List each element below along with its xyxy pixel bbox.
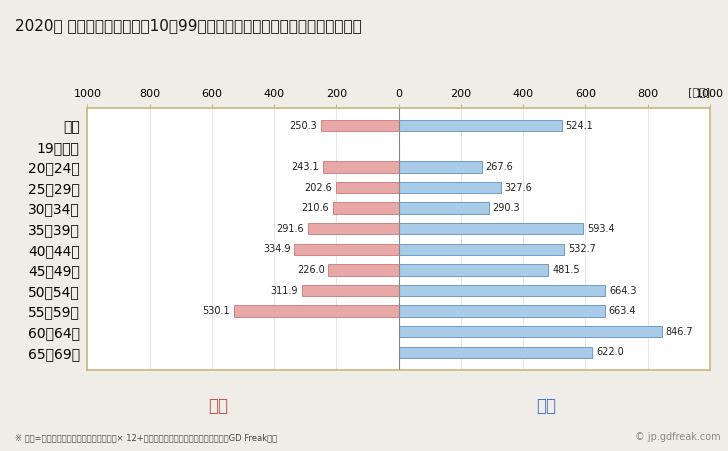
Bar xyxy=(399,202,489,214)
Bar xyxy=(294,244,399,255)
Bar xyxy=(399,182,501,193)
Bar xyxy=(328,264,399,276)
Bar xyxy=(399,161,482,173)
Text: 524.1: 524.1 xyxy=(566,121,593,131)
Bar xyxy=(320,120,399,131)
Bar xyxy=(399,223,583,235)
Text: 226.0: 226.0 xyxy=(297,265,325,275)
Text: 327.6: 327.6 xyxy=(505,183,532,193)
Text: 267.6: 267.6 xyxy=(486,162,513,172)
Text: 311.9: 311.9 xyxy=(270,285,298,295)
Text: 622.0: 622.0 xyxy=(596,347,624,357)
Text: 663.4: 663.4 xyxy=(609,306,636,316)
Text: 2020年 民間企業（従業者数10～99人）フルタイム労働者の男女別平均年収: 2020年 民間企業（従業者数10～99人）フルタイム労働者の男女別平均年収 xyxy=(15,18,361,33)
Text: 243.1: 243.1 xyxy=(291,162,319,172)
Bar xyxy=(399,244,564,255)
Bar xyxy=(399,120,562,131)
Text: 532.7: 532.7 xyxy=(568,244,596,254)
Bar xyxy=(336,182,399,193)
Text: 664.3: 664.3 xyxy=(609,285,636,295)
Text: 481.5: 481.5 xyxy=(552,265,579,275)
Text: © jp.gdfreak.com: © jp.gdfreak.com xyxy=(635,432,721,442)
Text: [万円]: [万円] xyxy=(688,87,710,97)
Bar xyxy=(323,161,399,173)
Text: 530.1: 530.1 xyxy=(202,306,230,316)
Bar xyxy=(308,223,399,235)
Bar xyxy=(399,264,548,276)
Text: 250.3: 250.3 xyxy=(289,121,317,131)
Bar xyxy=(333,202,399,214)
Bar xyxy=(399,305,605,317)
Text: 210.6: 210.6 xyxy=(301,203,329,213)
Bar xyxy=(301,285,399,296)
Text: 女性: 女性 xyxy=(208,397,229,415)
Text: 846.7: 846.7 xyxy=(666,327,694,337)
Text: 291.6: 291.6 xyxy=(277,224,304,234)
Text: ※ 年収=「きまって支給する現金給与額」× 12+「年間賞与その他特別給与額」としてGD Freak推計: ※ 年収=「きまって支給する現金給与額」× 12+「年間賞与その他特別給与額」と… xyxy=(15,433,277,442)
Text: 593.4: 593.4 xyxy=(587,224,614,234)
Bar xyxy=(399,326,662,337)
Bar xyxy=(399,347,592,358)
Text: 202.6: 202.6 xyxy=(304,183,332,193)
Text: 290.3: 290.3 xyxy=(493,203,521,213)
Text: 334.9: 334.9 xyxy=(263,244,290,254)
Bar xyxy=(234,305,399,317)
Bar xyxy=(399,285,605,296)
Text: 男性: 男性 xyxy=(536,397,556,415)
